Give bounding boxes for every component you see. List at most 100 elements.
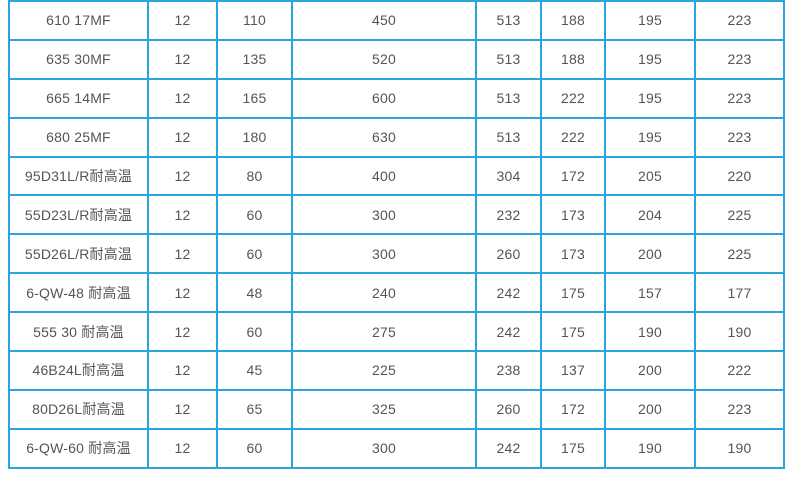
value-cell: 240 (291, 272, 477, 314)
value-cell: 60 (216, 233, 293, 275)
value-cell: 204 (604, 194, 696, 236)
value-cell: 260 (475, 233, 542, 275)
table-row: 6-QW-60 耐高温 12 60 300 242 175 190 190 (8, 427, 785, 469)
value-cell: 175 (540, 272, 606, 314)
table-row: 610 17MF 12 110 450 513 188 195 223 (8, 0, 785, 41)
model-cell: 80D26L耐高温 (8, 388, 149, 430)
value-cell: 173 (540, 194, 606, 236)
value-cell: 195 (604, 38, 696, 80)
value-cell: 195 (604, 0, 696, 41)
value-cell: 513 (475, 116, 542, 158)
table-row: 55D26L/R耐高温 12 60 300 260 173 200 225 (8, 233, 785, 275)
value-cell: 520 (291, 38, 477, 80)
model-cell: 95D31L/R耐高温 (8, 155, 149, 197)
value-cell: 60 (216, 311, 293, 353)
value-cell: 12 (147, 233, 218, 275)
value-cell: 223 (694, 38, 785, 80)
table-row: 635 30MF 12 135 520 513 188 195 223 (8, 38, 785, 80)
value-cell: 190 (694, 427, 785, 469)
value-cell: 137 (540, 350, 606, 391)
value-cell: 222 (540, 116, 606, 158)
table-row: 55D23L/R耐高温 12 60 300 232 173 204 225 (8, 194, 785, 236)
table-row: 555 30 耐高温 12 60 275 242 175 190 190 (8, 311, 785, 353)
value-cell: 60 (216, 427, 293, 469)
value-cell: 12 (147, 350, 218, 391)
value-cell: 12 (147, 0, 218, 41)
value-cell: 630 (291, 116, 477, 158)
value-cell: 222 (694, 350, 785, 391)
model-cell: 46B24L耐高温 (8, 350, 149, 391)
value-cell: 225 (694, 233, 785, 275)
value-cell: 450 (291, 0, 477, 41)
value-cell: 177 (694, 272, 785, 314)
value-cell: 12 (147, 311, 218, 353)
value-cell: 242 (475, 427, 542, 469)
value-cell: 242 (475, 272, 542, 314)
value-cell: 165 (216, 77, 293, 119)
value-cell: 157 (604, 272, 696, 314)
value-cell: 220 (694, 155, 785, 197)
value-cell: 12 (147, 38, 218, 80)
table-row: 680 25MF 12 180 630 513 222 195 223 (8, 116, 785, 158)
value-cell: 172 (540, 155, 606, 197)
value-cell: 80 (216, 155, 293, 197)
table-row: 95D31L/R耐高温 12 80 400 304 172 205 220 (8, 155, 785, 197)
value-cell: 172 (540, 388, 606, 430)
value-cell: 175 (540, 311, 606, 353)
value-cell: 200 (604, 388, 696, 430)
model-cell: 610 17MF (8, 0, 149, 41)
model-cell: 665 14MF (8, 77, 149, 119)
value-cell: 300 (291, 233, 477, 275)
model-cell: 55D26L/R耐高温 (8, 233, 149, 275)
table-row: 6-QW-48 耐高温 12 48 240 242 175 157 177 (8, 272, 785, 314)
model-cell: 680 25MF (8, 116, 149, 158)
value-cell: 400 (291, 155, 477, 197)
model-cell: 635 30MF (8, 38, 149, 80)
value-cell: 238 (475, 350, 542, 391)
value-cell: 180 (216, 116, 293, 158)
value-cell: 12 (147, 388, 218, 430)
value-cell: 188 (540, 0, 606, 41)
value-cell: 223 (694, 116, 785, 158)
value-cell: 304 (475, 155, 542, 197)
value-cell: 12 (147, 272, 218, 314)
value-cell: 225 (291, 350, 477, 391)
value-cell: 513 (475, 77, 542, 119)
value-cell: 190 (604, 311, 696, 353)
value-cell: 173 (540, 233, 606, 275)
value-cell: 12 (147, 77, 218, 119)
model-cell: 6-QW-60 耐高温 (8, 427, 149, 469)
value-cell: 195 (604, 116, 696, 158)
value-cell: 223 (694, 77, 785, 119)
model-cell: 6-QW-48 耐高温 (8, 272, 149, 314)
model-cell: 55D23L/R耐高温 (8, 194, 149, 236)
value-cell: 190 (694, 311, 785, 353)
value-cell: 223 (694, 0, 785, 41)
table-row: 80D26L耐高温 12 65 325 260 172 200 223 (8, 388, 785, 430)
value-cell: 48 (216, 272, 293, 314)
value-cell: 325 (291, 388, 477, 430)
value-cell: 195 (604, 77, 696, 119)
value-cell: 60 (216, 194, 293, 236)
value-cell: 242 (475, 311, 542, 353)
value-cell: 205 (604, 155, 696, 197)
battery-spec-table: 610 17MF 12 110 450 513 188 195 223 635 30MF 12 13… (8, 0, 785, 469)
value-cell: 223 (694, 388, 785, 430)
spec-table-body: 610 17MF 12 110 450 513 188 195 223 635 30MF 12 13… (8, 0, 785, 469)
value-cell: 135 (216, 38, 293, 80)
table-row: 46B24L耐高温 12 45 225 238 137 200 222 (8, 350, 785, 391)
value-cell: 300 (291, 427, 477, 469)
value-cell: 12 (147, 116, 218, 158)
model-cell: 555 30 耐高温 (8, 311, 149, 353)
value-cell: 12 (147, 427, 218, 469)
value-cell: 222 (540, 77, 606, 119)
value-cell: 12 (147, 194, 218, 236)
value-cell: 275 (291, 311, 477, 353)
value-cell: 600 (291, 77, 477, 119)
value-cell: 300 (291, 194, 477, 236)
value-cell: 513 (475, 0, 542, 41)
value-cell: 225 (694, 194, 785, 236)
value-cell: 260 (475, 388, 542, 430)
value-cell: 45 (216, 350, 293, 391)
value-cell: 232 (475, 194, 542, 236)
